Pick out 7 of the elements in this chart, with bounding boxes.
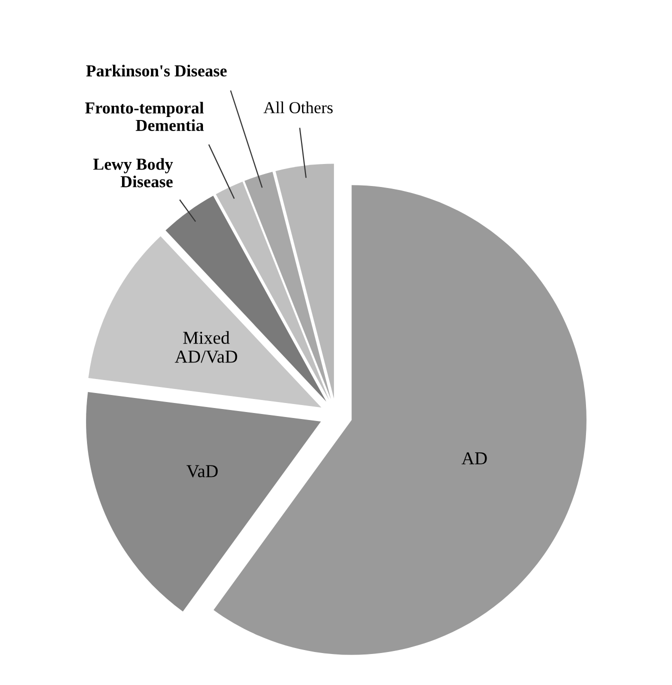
slice-label: VaD (186, 465, 218, 478)
slice-label: AD (462, 452, 487, 464)
slice-label: Parkinson's Disease (86, 64, 227, 76)
slice-label: Lewy Body Disease (93, 158, 173, 188)
slice-label: Mixed AD/VaD (174, 331, 238, 363)
slice-label: All Others (264, 102, 333, 114)
slice-label: Fronto-temporal Dementia (85, 102, 204, 132)
